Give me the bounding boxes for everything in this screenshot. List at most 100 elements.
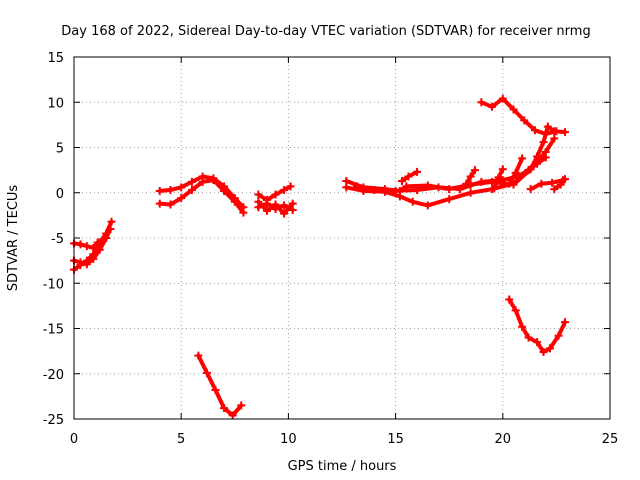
- data-point: [288, 199, 297, 208]
- y-tick-label: 10: [47, 96, 64, 111]
- data-point: [545, 344, 554, 353]
- x-axis-label: GPS time / hours: [288, 459, 397, 474]
- data-point: [539, 348, 548, 357]
- chart-title: Day 168 of 2022, Sidereal Day-to-day VTE…: [61, 24, 590, 39]
- data-point: [524, 333, 533, 342]
- data-point: [533, 159, 542, 168]
- data-point: [398, 176, 407, 185]
- series-line-16: [528, 178, 565, 192]
- data-point: [423, 201, 432, 210]
- data-point: [548, 178, 557, 187]
- data-point: [353, 182, 362, 191]
- y-tick-label: -5: [51, 232, 64, 247]
- data-point: [541, 129, 550, 138]
- data-point: [560, 128, 569, 137]
- data-point: [211, 386, 220, 395]
- data-point: [107, 217, 116, 226]
- data-point: [413, 167, 422, 176]
- data-point: [550, 134, 559, 143]
- data-point: [155, 186, 164, 195]
- data-point: [177, 194, 186, 203]
- data-point: [498, 176, 507, 185]
- data-point: [187, 186, 196, 195]
- data-point: [413, 186, 422, 195]
- data-point: [106, 224, 115, 233]
- data-point: [541, 153, 550, 162]
- data-point: [518, 322, 527, 331]
- x-tick-label: 10: [280, 432, 297, 447]
- data-point: [209, 176, 218, 185]
- y-tick-label: 15: [47, 51, 64, 66]
- data-point: [488, 102, 497, 111]
- data-point: [470, 166, 479, 175]
- series-line-6: [256, 184, 293, 202]
- data-point: [280, 201, 289, 210]
- data-point: [262, 206, 271, 215]
- data-point: [445, 195, 454, 204]
- data-point: [220, 404, 229, 413]
- data-point: [395, 192, 404, 201]
- y-tick-label: -10: [43, 277, 64, 292]
- data-point: [509, 105, 518, 114]
- data-point: [239, 208, 248, 217]
- data-point: [187, 177, 196, 186]
- data-point: [520, 116, 529, 125]
- data-point: [550, 185, 559, 194]
- data-point: [370, 186, 379, 195]
- data-point: [455, 185, 464, 194]
- data-point: [89, 254, 98, 263]
- data-point: [505, 179, 514, 188]
- data-point: [511, 168, 520, 177]
- x-tick-label: 15: [387, 432, 404, 447]
- data-point: [198, 177, 207, 186]
- data-point: [254, 190, 263, 199]
- data-point: [477, 98, 486, 107]
- data-point: [518, 154, 527, 163]
- data-point: [166, 200, 175, 209]
- data-point: [82, 260, 91, 269]
- series-line-9: [344, 124, 567, 193]
- data-point: [537, 179, 546, 188]
- data-point: [490, 184, 499, 193]
- y-tick-label: 0: [56, 187, 64, 202]
- data-point: [556, 180, 565, 189]
- data-point: [194, 351, 203, 360]
- x-tick-label: 5: [177, 432, 185, 447]
- y-tick-label: -20: [43, 368, 64, 383]
- y-tick-label: 5: [56, 142, 64, 157]
- y-tick-label: -25: [43, 413, 64, 428]
- data-point: [391, 186, 400, 195]
- data-series: [70, 94, 569, 420]
- data-point: [462, 179, 471, 188]
- data-point: [271, 200, 280, 209]
- data-point: [466, 172, 475, 181]
- data-point: [262, 199, 271, 208]
- data-point: [76, 258, 85, 267]
- data-point: [539, 138, 548, 147]
- data-point: [408, 197, 417, 206]
- data-point: [254, 197, 263, 206]
- data-point: [543, 122, 552, 131]
- data-point: [526, 185, 535, 194]
- data-point: [202, 368, 211, 377]
- data-point: [280, 209, 289, 218]
- data-point: [498, 165, 507, 174]
- data-point: [560, 318, 569, 327]
- data-point: [166, 186, 175, 195]
- data-point: [505, 295, 514, 304]
- data-point: [530, 126, 539, 135]
- data-point: [76, 240, 85, 249]
- grid: [74, 57, 610, 419]
- data-point: [155, 199, 164, 208]
- data-point: [560, 175, 569, 184]
- data-point: [95, 245, 104, 254]
- data-point: [524, 166, 533, 175]
- data-point: [177, 183, 186, 192]
- y-axis-label: SDTVAR / TECUs: [6, 185, 21, 292]
- data-point: [230, 197, 239, 206]
- data-point: [494, 173, 503, 182]
- series-line-5: [196, 353, 244, 418]
- y-tick-label: -15: [43, 323, 64, 338]
- data-point: [466, 188, 475, 197]
